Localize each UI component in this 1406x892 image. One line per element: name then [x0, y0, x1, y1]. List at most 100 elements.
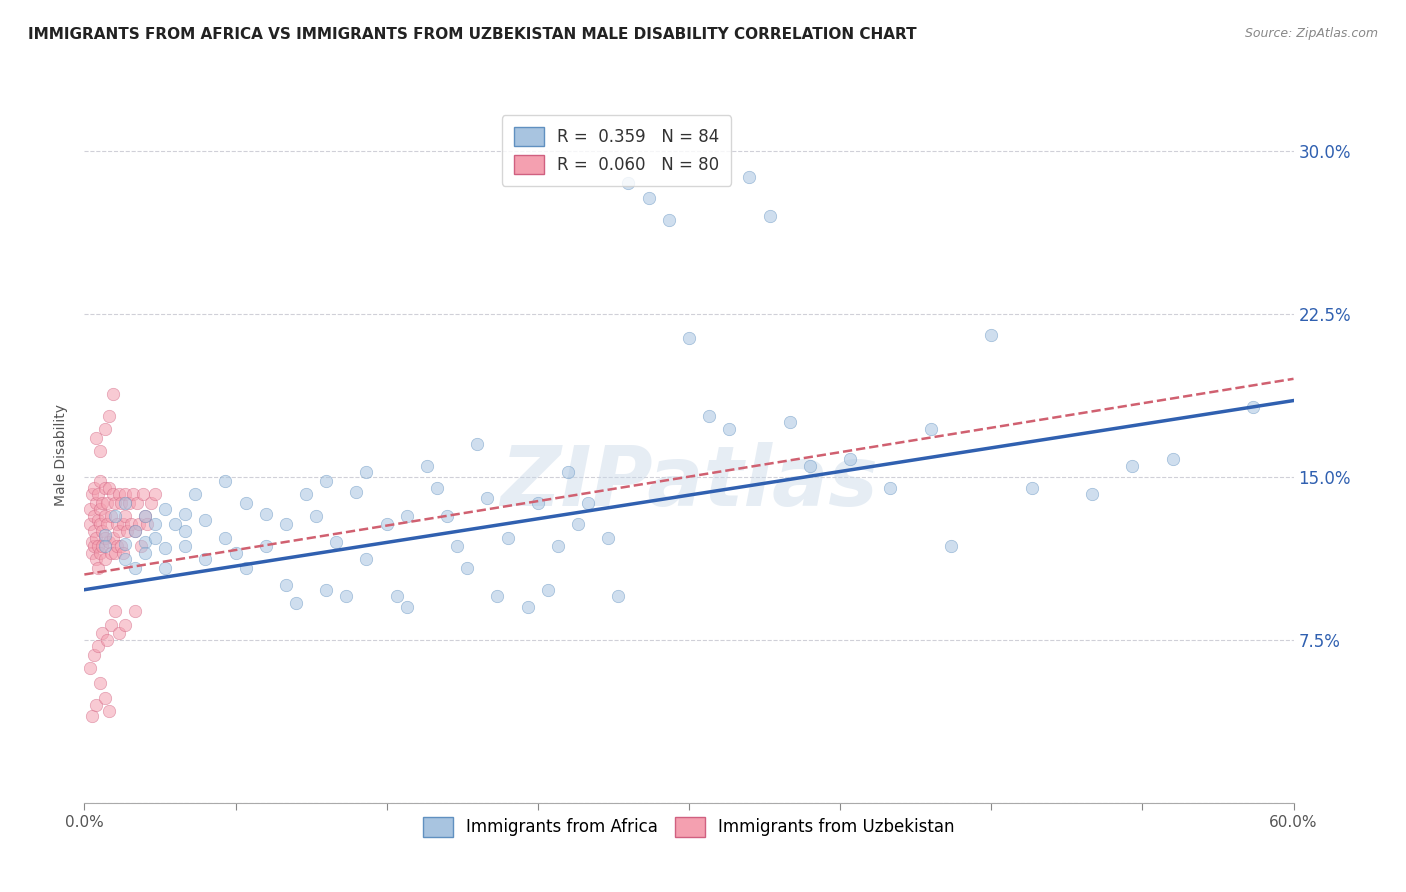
Point [335, 589, 357, 603]
Point [385, 589, 408, 603]
Point [879, 481, 901, 495]
Point [110, 496, 132, 510]
Point [658, 213, 681, 227]
Point [89, 517, 111, 532]
Point [114, 508, 136, 523]
Point [547, 539, 569, 553]
Point [111, 517, 134, 532]
Point [100, 546, 122, 560]
Point [120, 517, 142, 532]
Point [184, 487, 207, 501]
Point [79, 661, 101, 675]
Point [446, 539, 468, 553]
Point [104, 605, 127, 619]
Point [516, 600, 538, 615]
Point [567, 517, 589, 532]
Point [557, 466, 579, 480]
Point [96, 517, 118, 532]
Point [114, 537, 136, 551]
Point [101, 531, 124, 545]
Point [83, 539, 105, 553]
Point [194, 513, 217, 527]
Point [1121, 458, 1143, 473]
Point [315, 474, 337, 488]
Point [254, 539, 277, 553]
Point [87, 539, 110, 553]
Point [779, 415, 801, 429]
Point [939, 539, 962, 553]
Point [87, 487, 110, 501]
Point [86, 496, 108, 510]
Point [91, 626, 114, 640]
Point [89, 546, 111, 560]
Point [799, 458, 821, 473]
Point [93, 528, 115, 542]
Point [758, 209, 780, 223]
Point [174, 524, 197, 538]
Point [104, 496, 127, 510]
Text: Source: ZipAtlas.com: Source: ZipAtlas.com [1244, 27, 1378, 40]
Point [920, 422, 942, 436]
Point [82, 487, 104, 501]
Point [96, 496, 118, 510]
Point [315, 582, 337, 597]
Point [132, 487, 155, 501]
Point [104, 546, 127, 560]
Point [617, 176, 640, 190]
Point [139, 496, 162, 510]
Point [225, 546, 247, 560]
Point [86, 531, 108, 545]
Point [83, 524, 105, 538]
Point [97, 481, 120, 495]
Point [110, 539, 132, 553]
Point [285, 596, 308, 610]
Point [93, 481, 115, 495]
Point [496, 531, 519, 545]
Point [79, 502, 101, 516]
Point [125, 496, 148, 510]
Point [79, 517, 101, 532]
Point [980, 328, 1002, 343]
Point [456, 561, 478, 575]
Point [135, 517, 157, 532]
Point [97, 534, 120, 549]
Point [86, 698, 108, 712]
Point [254, 507, 277, 521]
Point [537, 582, 560, 597]
Point [527, 496, 550, 510]
Point [143, 487, 166, 501]
Point [153, 541, 176, 556]
Point [86, 430, 108, 444]
Point [1161, 452, 1184, 467]
Legend: Immigrants from Africa, Immigrants from Uzbekistan: Immigrants from Africa, Immigrants from … [416, 811, 962, 843]
Point [83, 648, 105, 662]
Point [346, 484, 368, 499]
Point [101, 487, 124, 501]
Point [214, 531, 236, 545]
Point [128, 517, 150, 532]
Point [91, 496, 114, 510]
Point [105, 517, 128, 532]
Point [153, 561, 176, 575]
Point [124, 605, 146, 619]
Point [467, 437, 489, 451]
Point [194, 552, 217, 566]
Point [114, 617, 136, 632]
Point [114, 487, 136, 501]
Point [111, 546, 134, 560]
Point [91, 539, 114, 553]
Point [576, 496, 599, 510]
Point [1081, 487, 1104, 501]
Point [89, 443, 111, 458]
Point [697, 409, 720, 423]
Point [93, 531, 115, 545]
Point [395, 508, 418, 523]
Point [114, 552, 136, 566]
Point [105, 539, 128, 553]
Point [607, 589, 630, 603]
Point [124, 561, 146, 575]
Point [118, 496, 141, 510]
Point [134, 508, 156, 523]
Point [89, 474, 111, 488]
Point [121, 487, 143, 501]
